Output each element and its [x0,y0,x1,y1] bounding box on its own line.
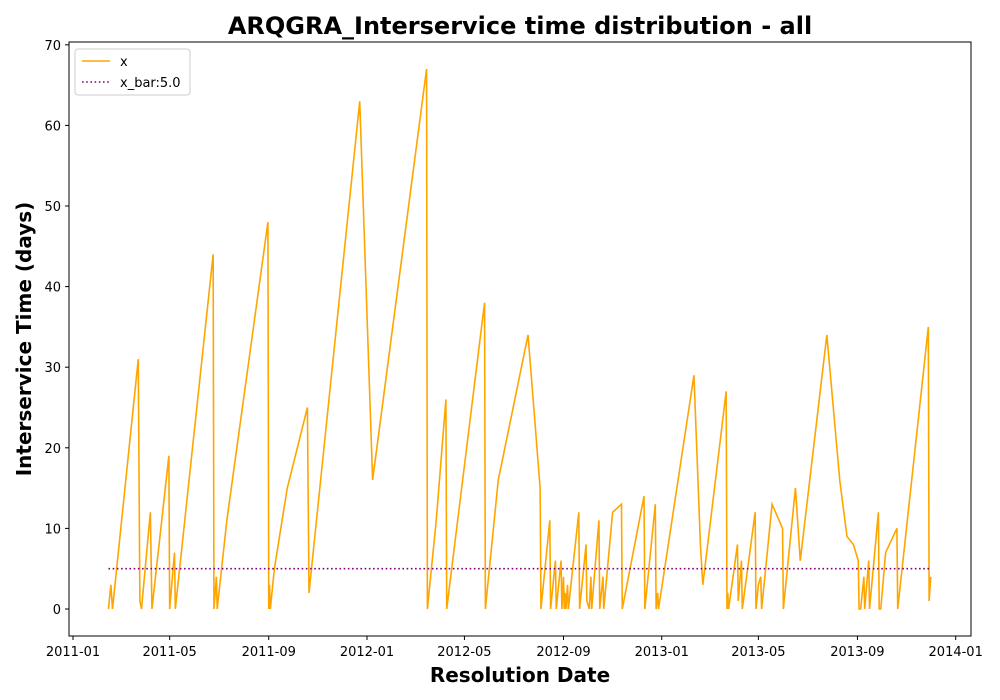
y-tick-label: 70 [44,39,61,54]
y-tick-label: 50 [44,200,61,215]
plot-series [107,68,932,610]
x-tick-label: 2012-01 [340,645,394,660]
x-tick-label: 2013-05 [731,645,785,660]
x-axis-label: Resolution Date [430,663,610,687]
series-line-x [107,68,932,610]
chart-title: ARQGRA_Interservice time distribution - … [228,12,812,40]
y-tick-label: 20 [44,442,61,457]
legend-label: x [120,55,128,70]
x-axis: 2011-01 2011-05 2011-09 2012-01 2012-05 2012-… [46,636,983,660]
x-tick-label: 2013-01 [635,645,689,660]
legend: x x_bar:5.0 [74,48,191,96]
x-tick-label: 2014-01 [929,645,983,660]
y-axis: 0 10 20 30 40 50 60 70 [44,39,69,618]
x-tick-label: 2012-09 [536,645,590,660]
x-tick-label: 2012-05 [437,645,491,660]
y-tick-label: 10 [44,522,61,537]
x-tick-label: 2011-05 [143,645,197,660]
x-tick-label: 2011-09 [242,645,296,660]
x-tick-label: 2013-09 [830,645,884,660]
y-tick-label: 60 [44,119,61,134]
x-tick-label: 2011-01 [46,645,100,660]
y-tick-label: 0 [53,603,61,618]
y-tick-label: 40 [44,281,61,296]
y-axis-label: Interservice Time (days) [12,202,36,477]
plot-frame [68,41,972,637]
legend-label: x_bar:5.0 [120,76,181,91]
y-tick-label: 30 [44,361,61,376]
